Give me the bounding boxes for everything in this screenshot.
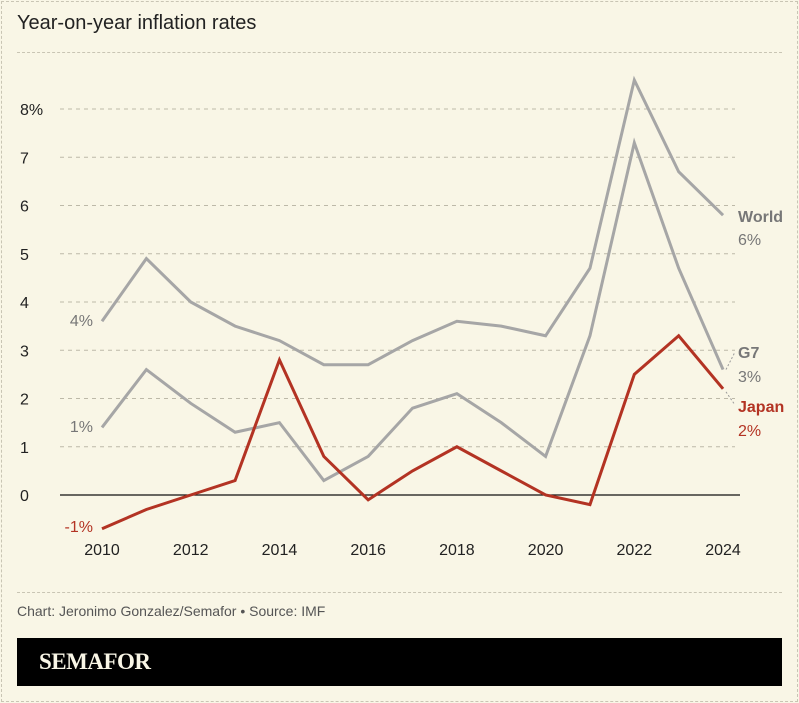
y-tick-label: 8% xyxy=(20,102,43,119)
x-tick-label: 2022 xyxy=(617,542,653,559)
divider xyxy=(17,592,782,593)
series-start-value: 1% xyxy=(70,419,93,436)
y-tick-label: 4 xyxy=(20,295,29,312)
series-end-value: 3% xyxy=(738,369,761,386)
series-end-value: 6% xyxy=(738,232,761,249)
series-label-japan: Japan xyxy=(738,399,784,416)
leader-line xyxy=(725,351,736,370)
x-tick-label: 2020 xyxy=(528,542,564,559)
x-tick-label: 2024 xyxy=(705,542,741,559)
x-tick-label: 2016 xyxy=(350,542,386,559)
series-line-world xyxy=(100,75,725,367)
x-tick-label: 2012 xyxy=(173,542,209,559)
y-tick-label: 3 xyxy=(20,343,29,360)
y-tick-label: 0 xyxy=(20,488,29,505)
x-tick-label: 2010 xyxy=(84,542,120,559)
semafor-logo: SEMAFOR xyxy=(39,649,151,674)
series-line-japan xyxy=(101,333,725,531)
leader-line xyxy=(725,391,736,406)
y-tick-label: 6 xyxy=(20,199,29,216)
series-label-world: World xyxy=(738,209,783,226)
logo-bar: SEMAFOR xyxy=(17,638,782,686)
chart-title: Year-on-year inflation rates xyxy=(17,12,257,34)
y-tick-label: 1 xyxy=(20,440,29,457)
chart-credit: Chart: Jeronimo Gonzalez/Semafor • Sourc… xyxy=(17,603,326,619)
y-tick-label: 2 xyxy=(20,392,29,409)
x-tick-label: 2018 xyxy=(439,542,475,559)
series-start-value: -1% xyxy=(65,519,93,536)
line-chart: 0 1 2 3 4 5 6 7 8% 2010 2012 2014 2016 2018 2020 2022 20… xyxy=(20,75,784,559)
divider xyxy=(17,52,782,53)
y-tick-label: 5 xyxy=(20,247,29,264)
series-start-value: 4% xyxy=(70,313,93,330)
x-tick-label: 2014 xyxy=(262,542,298,559)
y-tick-label: 7 xyxy=(20,150,29,167)
series-end-value: 2% xyxy=(738,423,761,440)
series-line-g7 xyxy=(100,137,725,483)
series-label-g7: G7 xyxy=(738,345,759,362)
